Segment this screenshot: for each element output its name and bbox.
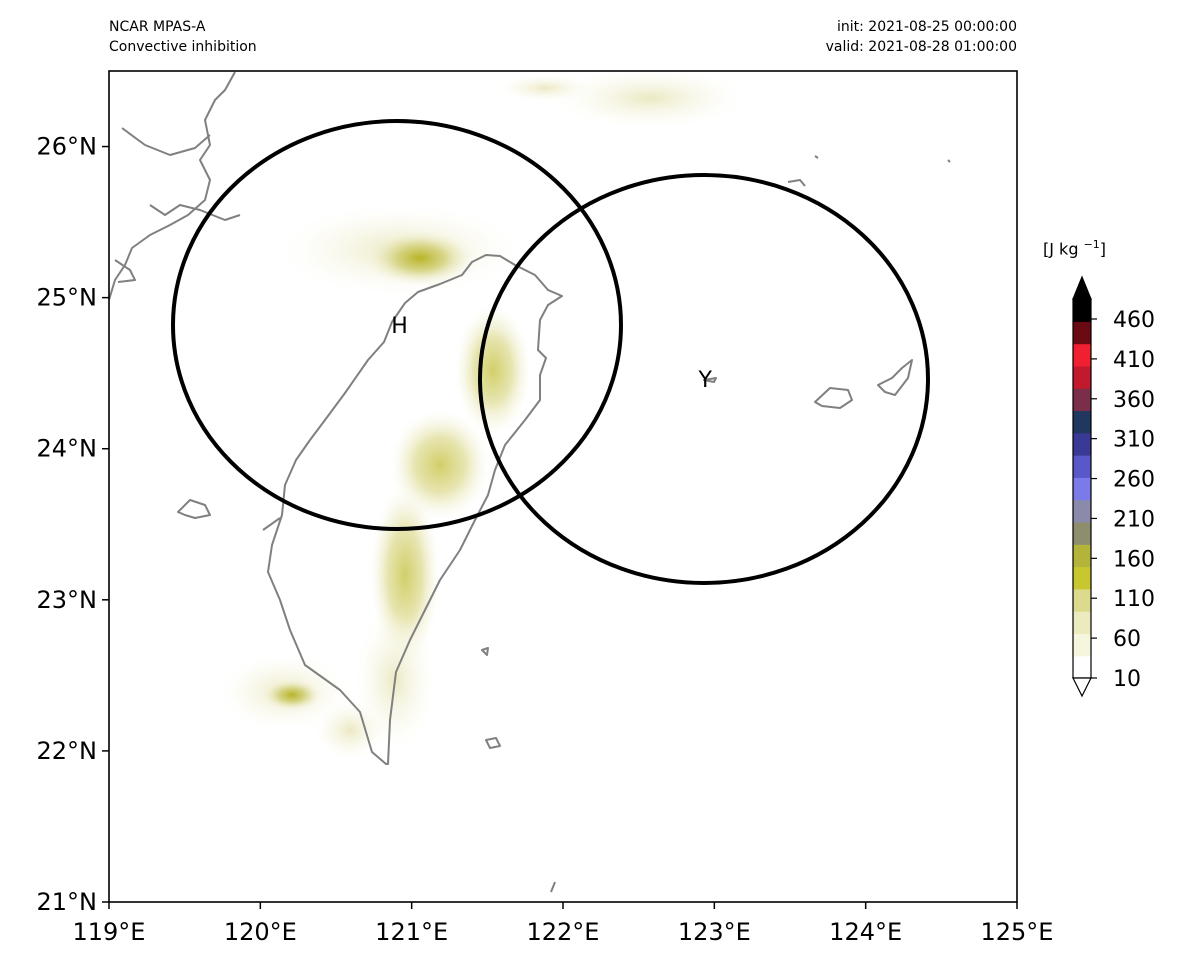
header-right: init: 2021-08-25 00:00:00 valid: 2021-08… [826, 17, 1017, 57]
station-label-y: Y [698, 368, 713, 393]
colorbar-band [1073, 432, 1091, 456]
colorbar-band [1073, 499, 1091, 523]
unit-exponent: −1 [1083, 238, 1100, 251]
y-tick-label: 23°N [37, 586, 98, 614]
colorbar-tick-label: 60 [1113, 627, 1141, 652]
station-markers: HY [391, 314, 712, 393]
colorbar-extend-min [1072, 677, 1092, 698]
y-tick-label: 22°N [37, 737, 98, 765]
coastlines [109, 71, 951, 893]
penghu [177, 499, 211, 519]
colorbar-band [1073, 566, 1091, 590]
taiwan-coast [267, 254, 563, 765]
header-left: NCAR MPAS-A Convective inhibition [109, 17, 257, 57]
colorbar-unit: [J kg −1] [1043, 238, 1106, 258]
colorbar-band [1073, 321, 1091, 345]
map-area: HY [109, 71, 951, 893]
islet-1 [787, 179, 806, 187]
colorbar-band [1073, 544, 1091, 568]
islet-3 [947, 159, 951, 163]
y-tick-label: 21°N [37, 888, 98, 916]
x-axis: 119°E 120°E 121°E 122°E 123°E 124°E 125°E [73, 902, 1054, 946]
x-tick-label: 123°E [678, 918, 751, 946]
colorbar-tick-label: 110 [1113, 587, 1155, 612]
colorbar-band [1073, 343, 1091, 367]
orchid-island [485, 737, 501, 749]
x-tick-label: 119°E [73, 918, 146, 946]
colorbar-tick-label: 310 [1113, 428, 1155, 453]
x-tick-label: 125°E [981, 918, 1054, 946]
y-tick-label: 24°N [37, 435, 98, 463]
unit-text: [J kg [1043, 239, 1079, 259]
colorbar-tick-label: 160 [1113, 547, 1155, 572]
colorbar-band [1073, 588, 1091, 612]
y-tick-label: 25°N [37, 284, 98, 312]
colorbar-band [1073, 477, 1091, 501]
colorbar-tick-label: 460 [1113, 308, 1155, 333]
colorbar-tick-label: 10 [1113, 667, 1141, 692]
init-time: init: 2021-08-25 00:00:00 [837, 19, 1017, 35]
colorbar-band [1073, 388, 1091, 412]
islet-4 [550, 881, 556, 893]
colorbar-band [1073, 455, 1091, 478]
x-tick-label: 120°E [224, 918, 297, 946]
colorbar-extend-max [1072, 275, 1092, 300]
colorbar-band [1073, 521, 1091, 545]
colorbar-band [1073, 611, 1091, 635]
island-1 [262, 517, 281, 531]
colorbar-tick-label: 210 [1113, 507, 1155, 532]
range-circle-y [478, 173, 930, 585]
yonaguni [703, 377, 717, 383]
x-tick-label: 124°E [829, 918, 902, 946]
field-name: Convective inhibition [109, 39, 257, 55]
colorbar-tick-label: 410 [1113, 348, 1155, 373]
colorbar-tick-label: 360 [1113, 388, 1155, 413]
colorbar-band [1073, 633, 1091, 657]
cin-shading [220, 71, 745, 760]
valid-time: valid: 2021-08-28 01:00:00 [825, 39, 1017, 55]
map-frame [108, 70, 1018, 903]
y-tick-label: 26°N [37, 133, 98, 161]
y-axis: 21°N 22°N 23°N 24°N 25°N 26°N [37, 133, 109, 916]
iriomote [814, 387, 853, 409]
colorbar-band [1073, 365, 1091, 389]
colorbar: 10 60 110 160 210 260 310 360 410 460 [1072, 275, 1155, 698]
ishigaki [877, 359, 913, 396]
range-circle-h [171, 119, 623, 531]
model-name: NCAR MPAS-A [109, 19, 206, 35]
islet-2 [814, 155, 819, 159]
range-circles [171, 119, 930, 585]
unit-close: ] [1099, 239, 1107, 259]
colorbar-tick-label: 260 [1113, 468, 1155, 493]
colorbar-band [1073, 299, 1091, 322]
x-tick-label: 121°E [375, 918, 448, 946]
colorbar-band [1073, 410, 1091, 434]
x-tick-label: 122°E [527, 918, 600, 946]
china-coast [109, 71, 241, 301]
colorbar-band [1073, 655, 1091, 679]
station-label-h: H [391, 314, 408, 339]
green-island [481, 647, 489, 656]
